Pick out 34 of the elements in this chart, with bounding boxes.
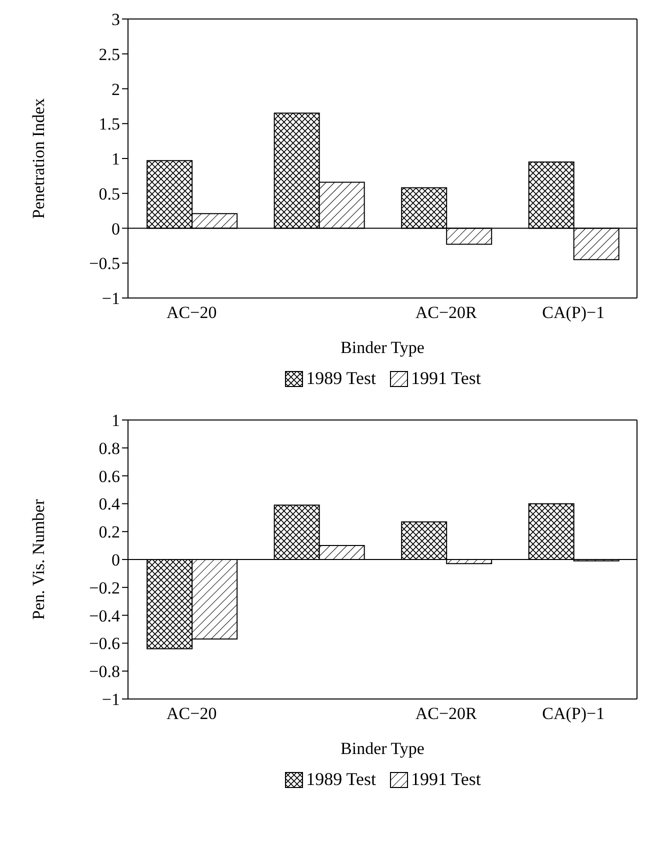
y-tick-label: 0 bbox=[112, 550, 120, 570]
y-tick-label: 1 bbox=[112, 411, 120, 430]
x-axis-title: Binder Type bbox=[340, 739, 424, 758]
legend-label: 1991 Test bbox=[411, 368, 481, 389]
y-axis-title: Pen. Vis. Number bbox=[29, 498, 48, 620]
y-tick-label: −0.8 bbox=[89, 662, 120, 682]
y-tick-label: 0 bbox=[112, 219, 120, 238]
x-tick-label: AC−20 bbox=[166, 704, 217, 724]
x-axis-title: Binder Type bbox=[340, 338, 424, 357]
y-tick-label: −0.5 bbox=[89, 254, 120, 274]
y-tick-label: −0.6 bbox=[89, 634, 120, 654]
y-tick-label: 0.5 bbox=[98, 184, 120, 204]
x-tick-label: CA(P)−1 bbox=[542, 704, 605, 724]
y-tick-label: −1 bbox=[102, 289, 120, 308]
x-tick-label: AC−20R bbox=[415, 303, 478, 322]
y-tick-label: 0.8 bbox=[98, 438, 120, 458]
x-tick-label: CA(P)−1 bbox=[542, 303, 605, 322]
legend-label: 1989 Test bbox=[306, 368, 376, 389]
y-tick-label: −0.4 bbox=[89, 606, 120, 626]
y-axis-title: Penetration Index bbox=[29, 98, 48, 219]
y-tick-label: 1.5 bbox=[98, 114, 120, 134]
y-tick-label: −1 bbox=[102, 690, 120, 710]
x-tick-label: AC−20R bbox=[415, 704, 478, 724]
y-tick-label: 3 bbox=[112, 10, 120, 30]
y-tick-label: −0.2 bbox=[89, 578, 120, 598]
y-tick-label: 1 bbox=[112, 150, 120, 169]
y-tick-label: 2.5 bbox=[98, 44, 120, 64]
x-tick-label: AC−20 bbox=[166, 303, 217, 322]
legend-label: 1989 Test bbox=[306, 769, 376, 790]
y-tick-label: 0.2 bbox=[98, 522, 120, 542]
y-tick-label: 0.6 bbox=[98, 466, 120, 486]
y-tick-label: 0.4 bbox=[98, 494, 120, 514]
y-tick-label: 2 bbox=[112, 80, 120, 99]
legend-label: 1991 Test bbox=[411, 769, 481, 790]
